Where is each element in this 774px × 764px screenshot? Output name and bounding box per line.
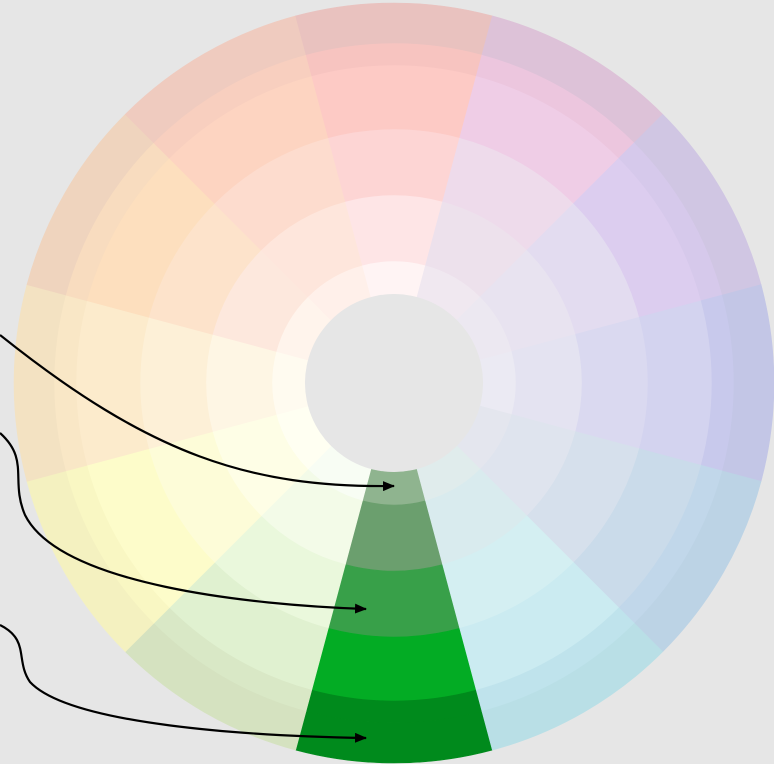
red-ring-4 bbox=[311, 64, 477, 139]
arrow-to-green-ring-2 bbox=[0, 334, 395, 492]
blue-violet-ring-2 bbox=[511, 333, 583, 433]
red-ring-3 bbox=[327, 128, 461, 202]
green-ring-4 bbox=[311, 627, 477, 702]
green-ring-2 bbox=[344, 500, 444, 572]
blue-violet-ring-3 bbox=[575, 316, 649, 450]
blue-green-ring-6 bbox=[481, 622, 664, 751]
red-ring-2 bbox=[344, 194, 444, 266]
yellow-orange-ring-2 bbox=[205, 333, 277, 433]
yellow-orange-ring-4 bbox=[75, 300, 150, 466]
yellow-orange-ring-3 bbox=[139, 316, 213, 450]
arrow-to-green-ring-4 bbox=[0, 432, 367, 614]
wheel-center-hole bbox=[305, 294, 483, 472]
arrow-to-green-ring-6 bbox=[0, 624, 367, 743]
blue-violet-ring-4 bbox=[638, 300, 713, 466]
blue-violet-ring-1 bbox=[479, 351, 517, 415]
arrows bbox=[0, 334, 395, 743]
yellow-orange-ring-1 bbox=[271, 351, 309, 415]
red-ring-1 bbox=[362, 260, 426, 298]
green-ring-3 bbox=[327, 564, 461, 638]
